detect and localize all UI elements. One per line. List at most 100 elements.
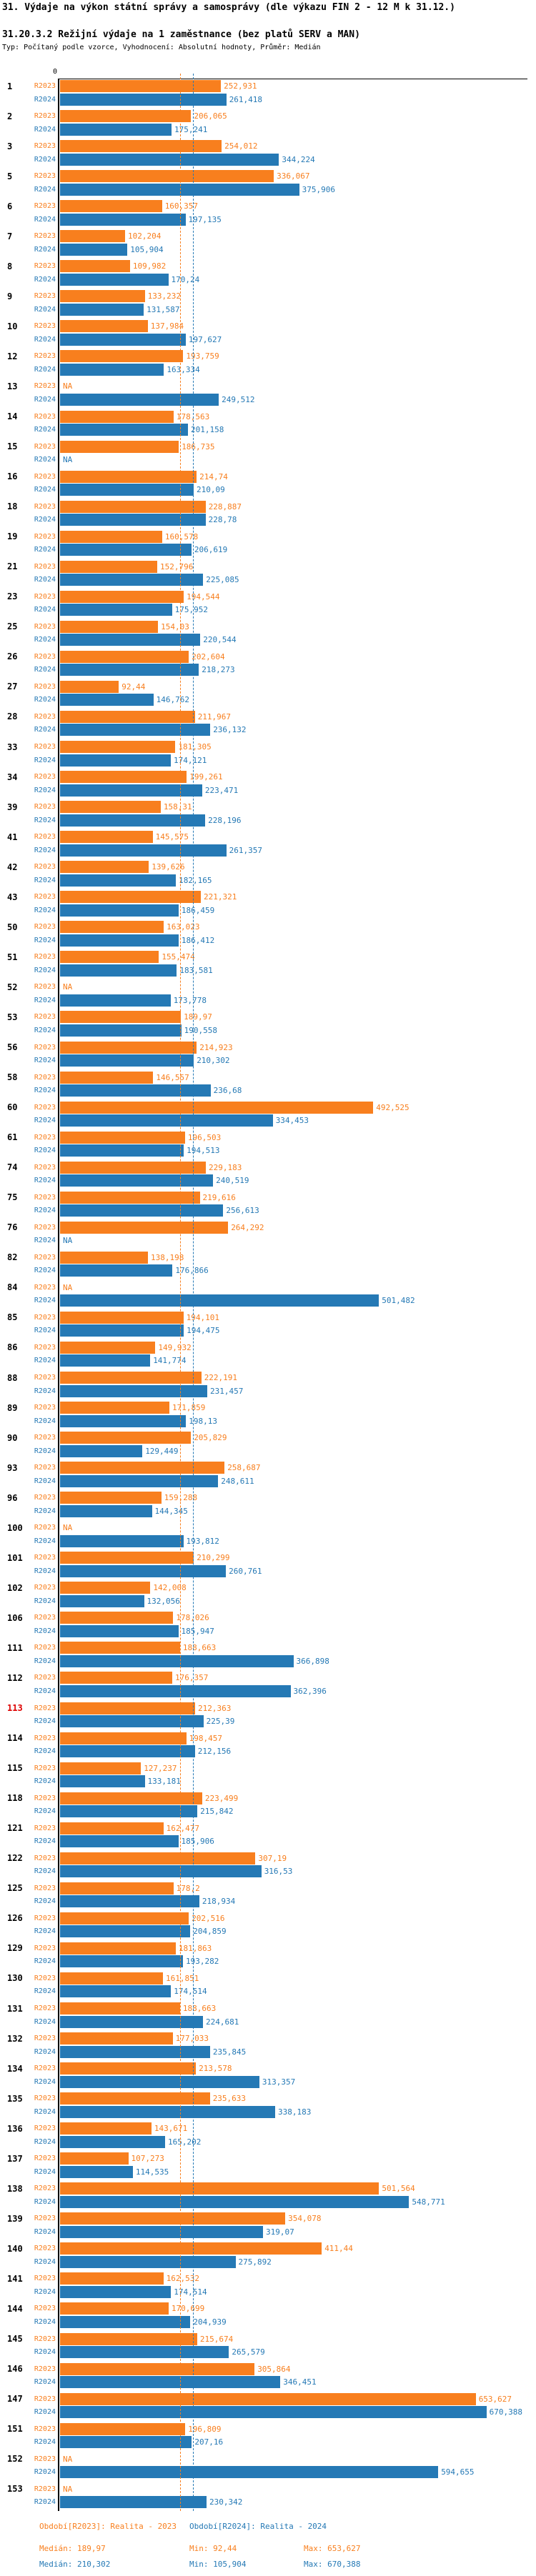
bar-row-r2023: 12 R2023 193,759	[0, 350, 536, 363]
bar-r2024	[60, 1414, 187, 1427]
series-label-r2024: R2024	[34, 275, 56, 284]
series-label-r2024: R2024	[34, 1237, 56, 1245]
value-label-r2023: 202,516	[192, 1913, 225, 1923]
bar-row-r2023: 74 R2023 229,183	[0, 1161, 536, 1174]
series-label-r2024: R2024	[34, 2408, 56, 2417]
bar-zone: 163,023	[60, 921, 536, 934]
bar-row-r2023: 9 R2023 133,232	[0, 290, 536, 303]
bar-group: 106 R2023 178,026 R2024 185,947	[0, 1612, 536, 1642]
bar-r2024	[60, 1624, 179, 1637]
bar-row-r2024: R2024 236,132	[0, 724, 536, 737]
group-number: 125	[7, 1883, 23, 1894]
value-label-r2024: 240,519	[216, 1176, 249, 1186]
bar-zone: 137,984	[60, 320, 536, 333]
bar-zone: 196,809	[60, 2422, 536, 2435]
bar-r2024	[60, 153, 279, 166]
bar-r2023	[60, 1822, 164, 1834]
value-label-r2024: 105,904	[130, 244, 164, 254]
value-label-r2024: 218,273	[202, 665, 235, 675]
bar-zone: 194,513	[60, 1144, 536, 1157]
value-label-r2023: 492,525	[376, 1102, 410, 1112]
series-label-r2024: R2024	[34, 2378, 56, 2387]
value-label-r2024: 249,512	[222, 394, 255, 404]
bar-row-r2024: R2024 170,24	[0, 273, 536, 286]
bar-row-r2024: R2024 220,544	[0, 634, 536, 647]
value-label-r2024: 175,241	[174, 124, 208, 134]
value-label-r2024: 261,357	[229, 845, 262, 855]
bar-zone: 133,181	[60, 1775, 536, 1788]
bar-group: 8 R2023 109,982 R2024 170,24	[0, 260, 536, 290]
bar-r2023	[60, 2422, 186, 2435]
series-label-r2023: R2023	[34, 2425, 56, 2433]
bar-zone: 235,633	[60, 2092, 536, 2105]
group-number: 15	[7, 441, 18, 452]
bar-zone: NA	[60, 1282, 536, 1294]
series-label-r2023: R2023	[34, 833, 56, 842]
value-label-r2024: 265,579	[232, 2347, 265, 2357]
value-label-r2024: 210,09	[197, 485, 225, 495]
bar-row-r2024: R2024 375,906	[0, 183, 536, 196]
bar-row-r2023: 42 R2023 139,626	[0, 861, 536, 874]
value-label-r2024: 173,778	[173, 995, 207, 1005]
series-label-r2023: R2023	[34, 2455, 56, 2463]
bar-row-r2023: 96 R2023 159,288	[0, 1492, 536, 1504]
value-label-r2023: 222,191	[204, 1373, 238, 1383]
bar-r2024	[60, 1715, 204, 1728]
bar-r2024	[60, 874, 177, 887]
bar-group: 2 R2023 206,065 R2024 175,241	[0, 110, 536, 140]
bar-row-r2023: 90 R2023 205,829	[0, 1432, 536, 1444]
bar-zone: 223,499	[60, 1792, 536, 1804]
bar-r2023	[60, 1882, 174, 1894]
value-label-r2023: 143,671	[154, 2124, 188, 2134]
bar-row-r2024: R2024 185,947	[0, 1624, 536, 1637]
bar-group: 21 R2023 152,796 R2024 225,085	[0, 560, 536, 591]
series-label-r2024: R2024	[34, 1717, 56, 1726]
bar-r2024	[60, 934, 179, 947]
value-label-r2023: 178,563	[176, 411, 210, 421]
bar-zone: 236,68	[60, 1084, 536, 1097]
bar-zone: 207,16	[60, 2436, 536, 2449]
bar-zone: 146,557	[60, 1071, 536, 1084]
bar-r2024	[60, 1474, 219, 1487]
series-label-r2023: R2023	[34, 1974, 56, 1982]
bar-group: 6 R2023 160,357 R2024 197,135	[0, 200, 536, 230]
series-label-r2024: R2024	[34, 305, 56, 314]
value-label-r2023: 177,033	[175, 2034, 209, 2044]
value-label-r2024: 231,457	[210, 1386, 244, 1396]
bar-zone: 197,135	[60, 213, 536, 226]
value-label-r2024: 501,482	[382, 1296, 415, 1306]
bar-row-r2023: 15 R2023 186,735	[0, 440, 536, 453]
bar-r2024	[60, 1264, 173, 1277]
bar-row-r2023: 122 R2023 307,19	[0, 1852, 536, 1864]
value-label-r2024: 225,39	[206, 1717, 235, 1727]
bar-r2023	[60, 891, 201, 904]
bar-row-r2024: R2024 265,579	[0, 2346, 536, 2359]
series-label-r2023: R2023	[34, 502, 56, 511]
bar-zone: NA	[60, 454, 536, 466]
series-label-r2023: R2023	[34, 1824, 56, 1832]
bar-row-r2023: 118 R2023 223,499	[0, 1792, 536, 1804]
group-number: 101	[7, 1552, 23, 1563]
bar-row-r2024: R2024 174,514	[0, 1985, 536, 1998]
bar-zone: 206,065	[60, 110, 536, 123]
bar-r2024	[60, 2315, 191, 2328]
bar-group: 137 R2023 107,273 R2024 114,535	[0, 2152, 536, 2182]
series-label-r2024: R2024	[34, 1747, 56, 1756]
bar-r2023	[60, 1702, 195, 1714]
value-label-r2023: 501,564	[382, 2184, 415, 2194]
group-number: 25	[7, 621, 18, 632]
group-number: 26	[7, 652, 18, 662]
series-label-r2023: R2023	[34, 1013, 56, 1022]
value-label-r2024: 193,282	[186, 1957, 219, 1967]
report-title: 31. Výdaje na výkon státní správy a samo…	[2, 2, 455, 13]
series-label-r2023: R2023	[34, 1644, 56, 1652]
bar-group: 10 R2023 137,984 R2024 197,627	[0, 320, 536, 350]
group-number: 106	[7, 1612, 23, 1623]
value-label-r2024: 194,513	[187, 1146, 220, 1156]
value-label-r2024: 344,224	[282, 154, 315, 164]
series-label-r2023: R2023	[34, 1764, 56, 1772]
bar-row-r2024: R2024 228,78	[0, 514, 536, 526]
bar-zone: 182,165	[60, 874, 536, 887]
series-label-r2023: R2023	[34, 863, 56, 872]
series-label-r2024: R2024	[34, 936, 56, 944]
